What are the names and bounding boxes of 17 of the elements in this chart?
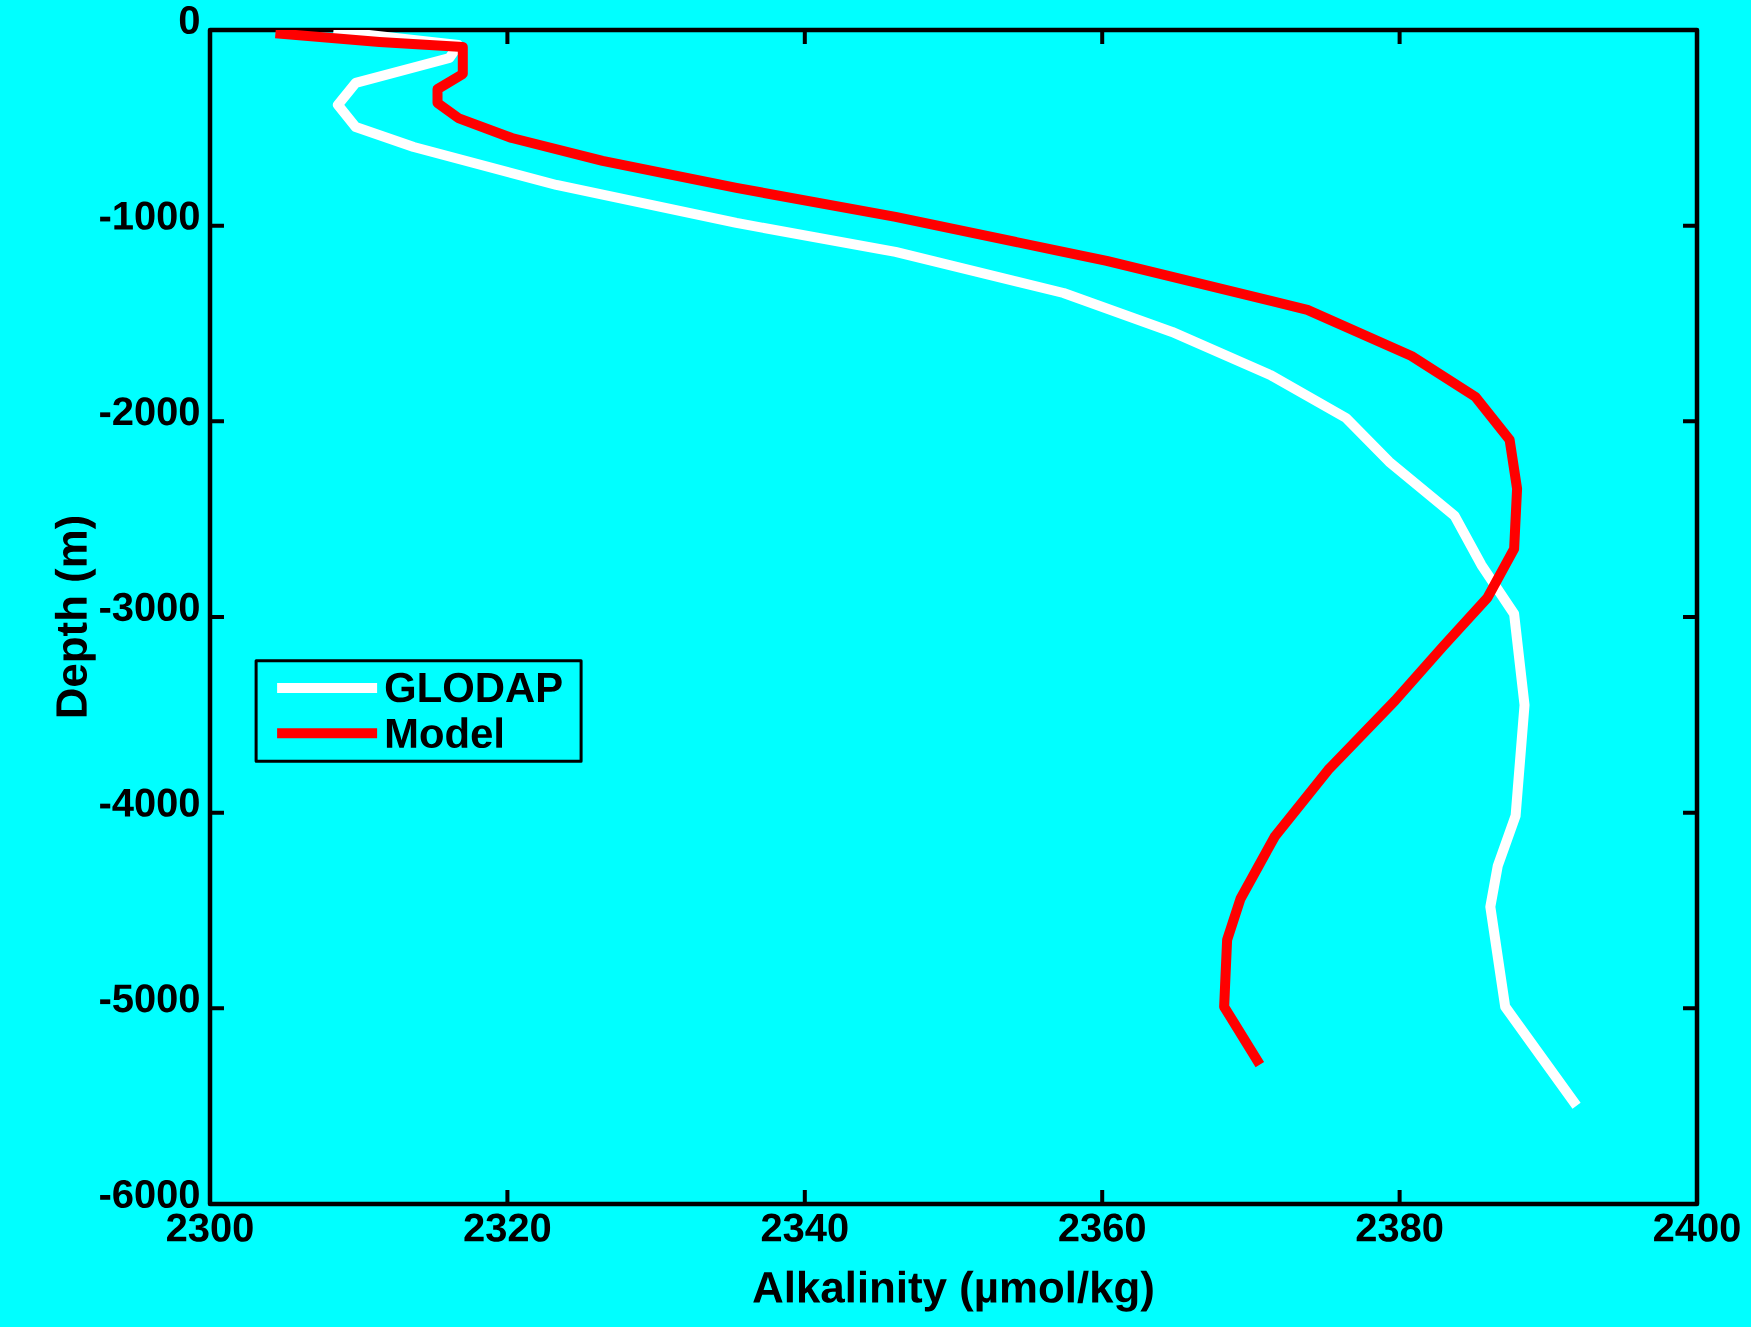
x-tick-label: 2360 bbox=[1059, 1213, 1145, 1242]
y-tick-label: -4000 bbox=[100, 788, 199, 817]
x-axis-title: Alkalinity (µmol/kg) bbox=[753, 1270, 1153, 1312]
legend-label: GLODAP bbox=[385, 672, 562, 703]
y-tick-label: -1000 bbox=[100, 201, 199, 230]
y-tick-label: -5000 bbox=[100, 984, 199, 1013]
y-axis-title: Depth (m) bbox=[54, 516, 96, 717]
y-tick-label: 0 bbox=[179, 5, 199, 35]
y-tick-label: -2000 bbox=[100, 397, 199, 426]
y-tick-label: -6000 bbox=[100, 1179, 199, 1209]
x-tick-label: 2380 bbox=[1356, 1213, 1443, 1242]
legend-label: Model bbox=[386, 717, 503, 749]
x-tick-label: 2340 bbox=[761, 1213, 848, 1242]
x-tick-label: 2400 bbox=[1654, 1213, 1740, 1242]
x-tick-label: 2300 bbox=[167, 1213, 253, 1242]
y-tick-label: -3000 bbox=[100, 592, 199, 622]
x-tick-label: 2320 bbox=[464, 1213, 551, 1242]
